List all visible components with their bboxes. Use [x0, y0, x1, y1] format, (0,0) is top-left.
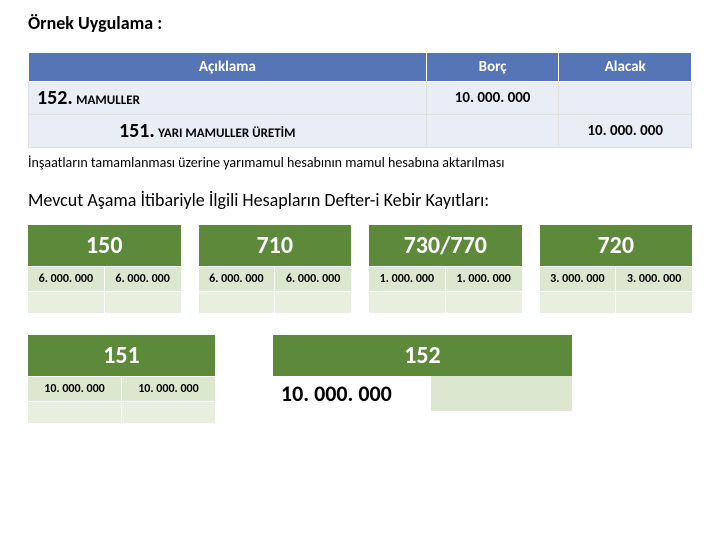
ledger-left: 10. 000. 000 [28, 376, 121, 401]
ledger-right: 3. 000. 000 [615, 266, 692, 291]
ledger-right: 1. 000. 000 [445, 266, 522, 291]
ledger-151: 151 10. 000. 000 10. 000. 000 [28, 335, 215, 423]
ledger-right: 10. 000. 000 [121, 376, 215, 401]
ledger-code: 150 [28, 225, 181, 266]
acct-name: MAMULLER [76, 93, 140, 108]
header-credit: Alacak [559, 53, 692, 82]
ledger-730-770: 730/770 1. 000. 000 1. 000. 000 [369, 225, 522, 313]
ledger-code: 151 [28, 335, 215, 376]
ledger-code: 710 [199, 225, 352, 266]
acct-no: 151. [119, 119, 155, 143]
debit-amt: 10. 000. 000 [426, 82, 559, 115]
ledger-left: 6. 000. 000 [199, 266, 275, 291]
acct-no: 152. [37, 86, 73, 110]
page-title: Örnek Uygulama : [28, 12, 692, 34]
ledger-right: 6. 000. 000 [274, 266, 351, 291]
acct-name: YARI MAMULLER ÜRETİM [158, 126, 295, 141]
journal-row: 152. MAMULLER 10. 000. 000 [29, 82, 692, 115]
journal-row: 151. YARI MAMULLER ÜRETİM 10. 000. 000 [29, 115, 692, 148]
header-desc: Açıklama [29, 53, 427, 82]
debit-amt [426, 115, 559, 148]
journal-table: Açıklama Borç Alacak 152. MAMULLER 10. 0… [28, 52, 692, 148]
ledger-150: 150 6. 000. 000 6. 000. 000 [28, 225, 181, 313]
credit-amt: 10. 000. 000 [559, 115, 692, 148]
ledger-code: 152 [273, 335, 572, 376]
ledger-152-amount: 10. 000. 000 [273, 376, 430, 411]
ledger-left: 1. 000. 000 [369, 266, 445, 291]
ledger-code: 730/770 [369, 225, 522, 266]
ledger-left: 3. 000. 000 [540, 266, 616, 291]
ledger-row-2: 151 10. 000. 000 10. 000. 000 152 10. 00… [28, 335, 692, 423]
credit-amt [559, 82, 692, 115]
ledger-720: 720 3. 000. 000 3. 000. 000 [540, 225, 693, 313]
journal-note: İnşaatların tamamlanması üzerine yarımam… [28, 154, 692, 171]
ledger-152: 152 10. 000. 000 [273, 335, 572, 423]
ledger-left: 6. 000. 000 [28, 266, 104, 291]
ledger-710: 710 6. 000. 000 6. 000. 000 [199, 225, 352, 313]
subheading: Mevcut Aşama İtibariyle İlgili Hesapları… [28, 189, 692, 211]
header-debit: Borç [426, 53, 559, 82]
ledger-right: 6. 000. 000 [104, 266, 181, 291]
ledger-code: 720 [540, 225, 693, 266]
ledger-row-1: 150 6. 000. 000 6. 000. 000 710 6. 000. … [28, 225, 692, 313]
